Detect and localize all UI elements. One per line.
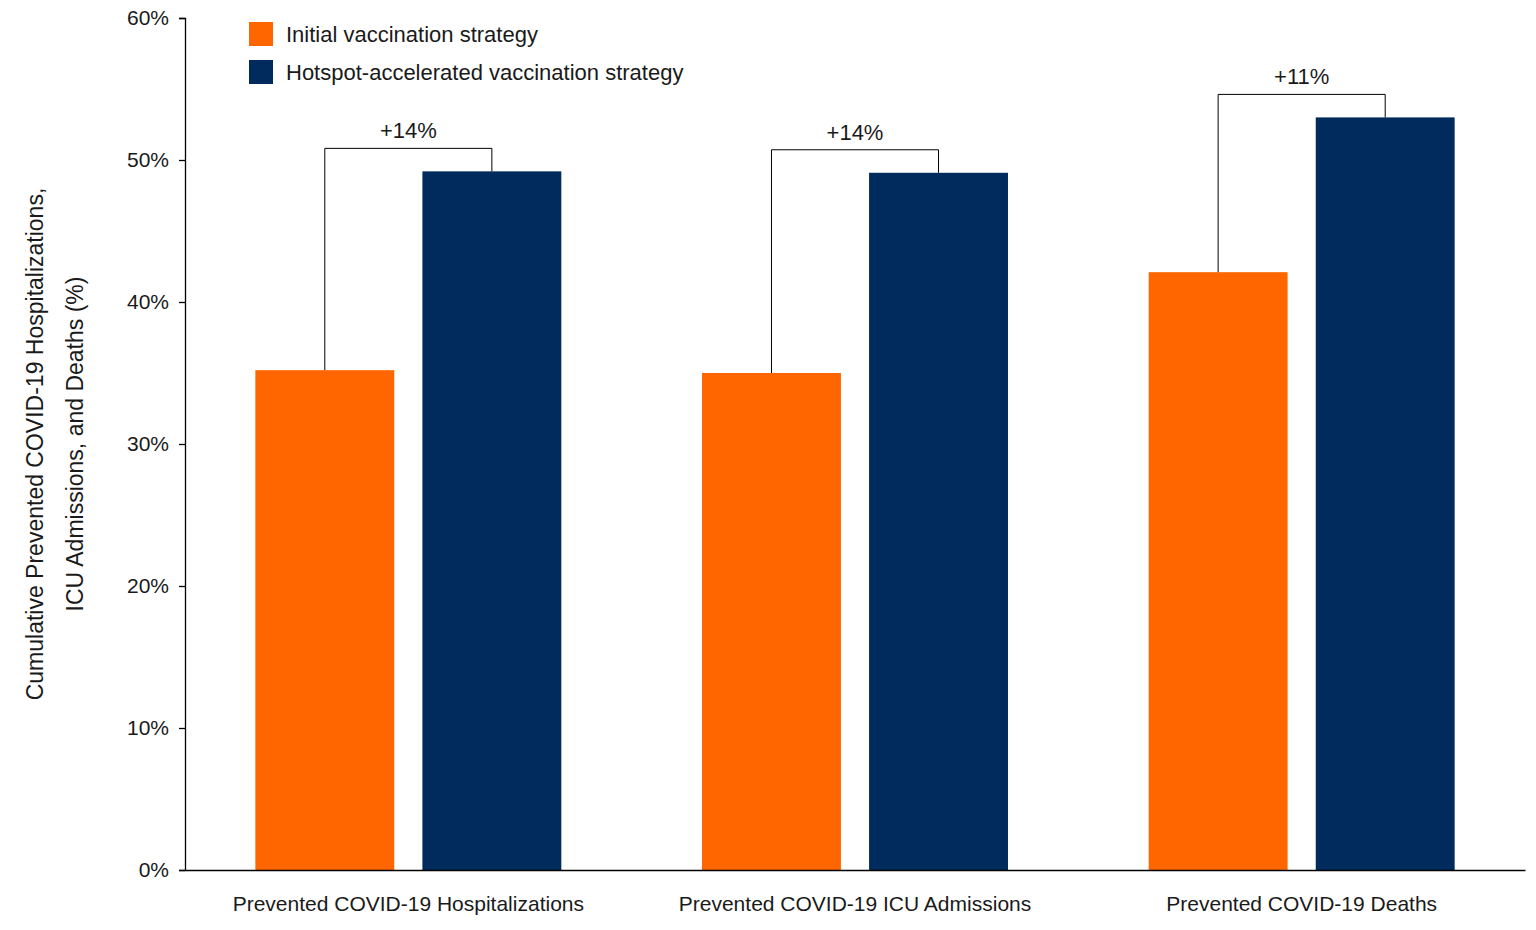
- bars: [255, 117, 1454, 870]
- legend-item: Hotspot-accelerated vaccination strategy: [249, 60, 683, 85]
- x-tick-label: Prevented COVID-19 Deaths: [1166, 892, 1437, 915]
- bracket: [325, 148, 492, 370]
- y-tick: 20%: [127, 574, 185, 597]
- y-tick-mark: [179, 18, 185, 19]
- bar: [255, 370, 394, 870]
- y-tick-mark: [179, 444, 185, 445]
- plot: 0% 10% 20% 30% 40% 50% 60% Prevented COVID-19 H…: [127, 6, 1526, 915]
- x-tick: Prevented COVID-19 ICU Admissions: [679, 870, 1031, 915]
- annotation: +11%: [1274, 64, 1329, 89]
- y-tick-mark: [179, 160, 185, 161]
- bar: [869, 173, 1008, 870]
- y-tick-mark: [179, 870, 185, 871]
- annotations: +14% +14% +11%: [325, 64, 1385, 373]
- y-axis-title: Cumulative Prevented COVID-19 Hospitaliz…: [22, 188, 88, 701]
- y-axis-title-line: Cumulative Prevented COVID-19 Hospitaliz…: [22, 188, 48, 701]
- legend-swatch: [249, 60, 273, 84]
- chart: 0% 10% 20% 30% 40% 50% 60% Prevented COVID-19 H…: [0, 0, 1536, 930]
- y-tick: 60%: [127, 6, 185, 29]
- x-tick: Prevented COVID-19 Deaths: [1166, 870, 1437, 915]
- y-tick-label: 10%: [127, 716, 169, 739]
- bar: [1316, 117, 1455, 870]
- y-axis: 0% 10% 20% 30% 40% 50% 60%: [127, 6, 186, 881]
- y-tick-mark: [179, 302, 185, 303]
- legend: Initial vaccination strategy Hotspot-acce…: [249, 22, 683, 85]
- legend-swatch: [249, 22, 273, 46]
- x-axis: Prevented COVID-19 Hospitalizations Preve…: [186, 870, 1526, 915]
- annotation: +14%: [827, 120, 884, 145]
- annotation: +14%: [380, 118, 437, 143]
- y-tick-label: 50%: [127, 148, 169, 171]
- bracket: [771, 150, 938, 373]
- x-axis-line: [186, 870, 1526, 871]
- bar: [1149, 272, 1288, 870]
- y-tick: 10%: [127, 716, 185, 739]
- legend-label: Initial vaccination strategy: [286, 22, 538, 47]
- y-tick: 0%: [139, 858, 185, 881]
- x-tick-label: Prevented COVID-19 Hospitalizations: [233, 892, 584, 915]
- x-tick: Prevented COVID-19 Hospitalizations: [233, 870, 584, 915]
- y-axis-title-line: ICU Admissions, and Deaths (%): [62, 277, 88, 612]
- y-tick: 30%: [127, 432, 185, 455]
- bar: [702, 373, 841, 870]
- bracket: [1218, 94, 1385, 272]
- y-tick-mark: [179, 586, 185, 587]
- y-axis-line: [179, 19, 186, 871]
- legend-item: Initial vaccination strategy: [249, 22, 538, 47]
- legend-label: Hotspot-accelerated vaccination strategy: [286, 60, 683, 85]
- y-tick-label: 60%: [127, 6, 169, 29]
- y-tick-label: 0%: [139, 858, 169, 881]
- y-tick: 50%: [127, 148, 185, 171]
- y-tick-label: 20%: [127, 574, 169, 597]
- y-tick-label: 30%: [127, 432, 169, 455]
- y-tick-mark: [179, 728, 185, 729]
- bar: [422, 171, 561, 870]
- y-tick: 40%: [127, 290, 185, 313]
- y-tick-label: 40%: [127, 290, 169, 313]
- x-tick-label: Prevented COVID-19 ICU Admissions: [679, 892, 1031, 915]
